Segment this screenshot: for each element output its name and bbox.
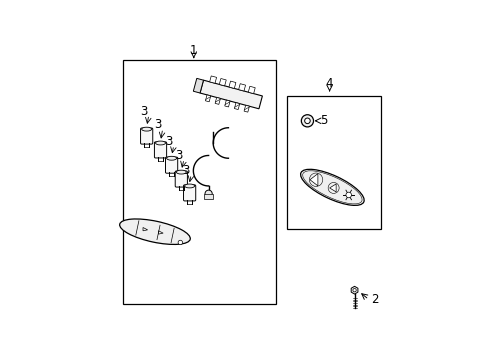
Polygon shape	[209, 76, 216, 83]
Ellipse shape	[120, 219, 190, 244]
Circle shape	[304, 118, 309, 123]
FancyBboxPatch shape	[154, 142, 166, 158]
Bar	[123, 60, 275, 304]
Polygon shape	[200, 80, 262, 109]
Polygon shape	[238, 84, 245, 91]
Polygon shape	[350, 286, 357, 294]
Text: 3: 3	[175, 149, 183, 162]
Ellipse shape	[176, 170, 186, 174]
Ellipse shape	[300, 169, 364, 206]
Polygon shape	[248, 86, 255, 94]
Circle shape	[301, 115, 313, 127]
Ellipse shape	[184, 184, 194, 188]
Circle shape	[204, 190, 212, 197]
FancyBboxPatch shape	[140, 128, 152, 144]
Circle shape	[178, 240, 182, 245]
Ellipse shape	[155, 141, 165, 145]
Polygon shape	[244, 105, 249, 112]
Text: 5: 5	[320, 114, 327, 127]
Polygon shape	[234, 103, 239, 109]
FancyBboxPatch shape	[175, 171, 187, 187]
Polygon shape	[219, 78, 226, 86]
Text: 3: 3	[182, 164, 190, 177]
Polygon shape	[193, 78, 203, 93]
Text: 3: 3	[140, 105, 147, 118]
Polygon shape	[215, 98, 220, 104]
Ellipse shape	[142, 127, 151, 131]
Text: 3: 3	[165, 135, 172, 148]
Polygon shape	[228, 81, 235, 89]
Circle shape	[345, 192, 351, 198]
Polygon shape	[309, 174, 317, 186]
Text: 1: 1	[190, 44, 197, 57]
Polygon shape	[224, 100, 230, 107]
Polygon shape	[205, 95, 210, 102]
Bar	[286, 96, 380, 229]
Circle shape	[352, 288, 355, 292]
Text: 2: 2	[370, 293, 378, 306]
FancyBboxPatch shape	[183, 185, 195, 201]
Text: 3: 3	[154, 118, 161, 131]
Polygon shape	[329, 184, 335, 192]
Ellipse shape	[166, 156, 176, 160]
Text: 4: 4	[325, 77, 333, 90]
FancyBboxPatch shape	[165, 157, 177, 173]
FancyBboxPatch shape	[203, 194, 213, 199]
